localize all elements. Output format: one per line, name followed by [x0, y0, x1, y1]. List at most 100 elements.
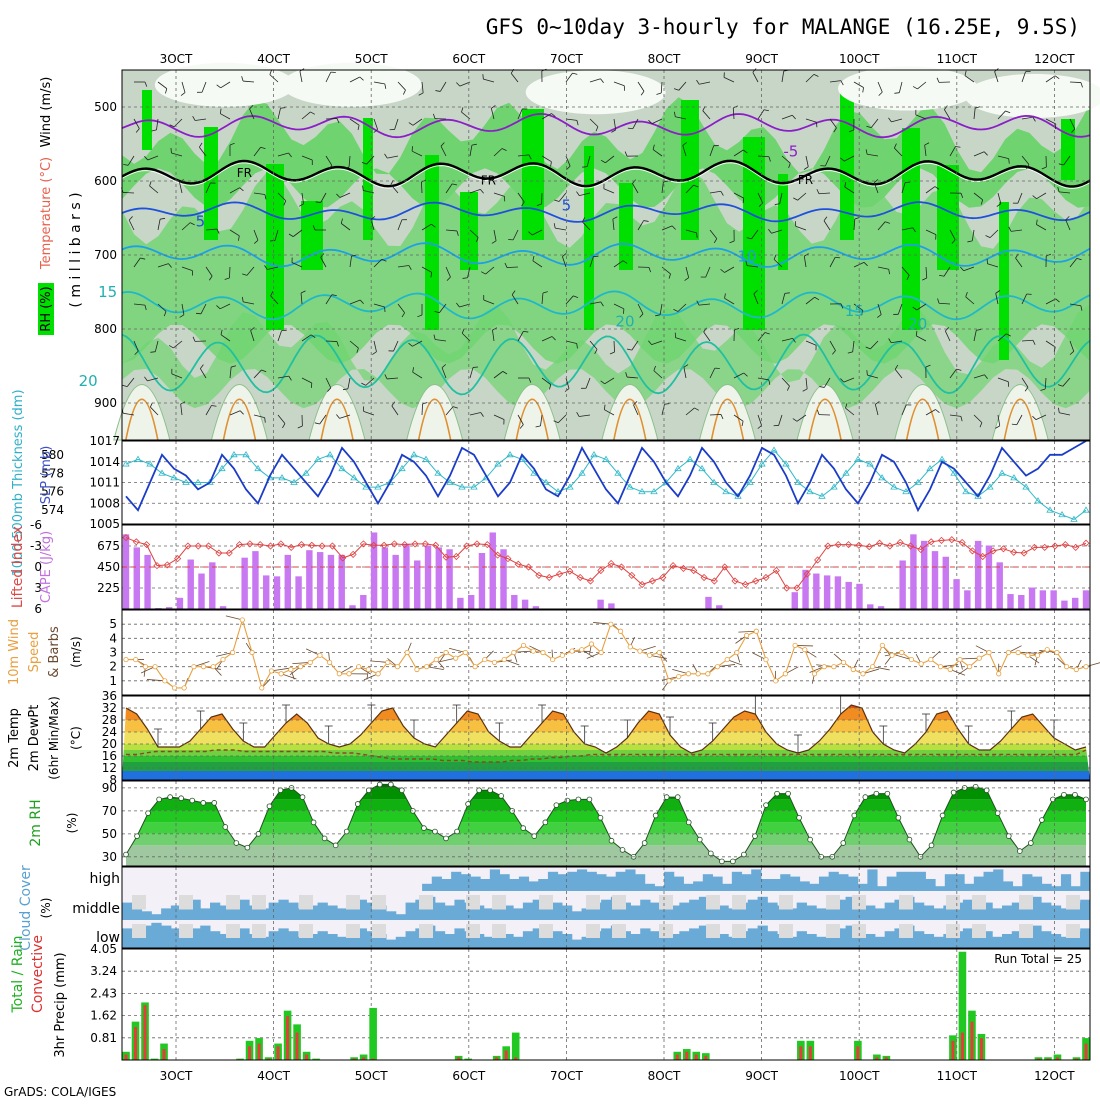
cloud-cell-high [712, 877, 722, 891]
wind-speed-marker [434, 657, 438, 661]
cloud-cell-low [318, 931, 328, 948]
cape-bar [134, 547, 140, 609]
cape-bar [975, 541, 981, 609]
cape-bar [306, 550, 312, 609]
wind-speed-marker [832, 664, 836, 668]
wind-speed-marker [870, 664, 874, 668]
wind-speed-marker [1006, 650, 1010, 654]
rh-marker [697, 837, 702, 842]
rh-marker [1006, 834, 1011, 839]
cloud-gap [132, 924, 146, 938]
rh-tick-label: 90 [102, 781, 117, 795]
cloud-cell-low [865, 934, 875, 948]
top-day-label-10OCT: 10OCT [839, 52, 880, 66]
cloud-cell-middle [679, 903, 689, 920]
rh-marker [124, 852, 129, 857]
dry-upper-patch [965, 74, 1100, 118]
cloud-cell-middle [210, 903, 220, 920]
rh-high-column [204, 127, 218, 240]
cloud-cell-high [432, 877, 442, 891]
temp-band [122, 708, 1090, 720]
cloud-cell-high [742, 874, 752, 891]
wind-speed-marker [308, 660, 312, 664]
wind-speed-marker [599, 650, 603, 654]
isotherm-label: FR [237, 166, 252, 180]
cloud-gap [779, 924, 793, 938]
rh-marker [455, 829, 460, 834]
cloud-cell-low [728, 937, 738, 948]
wind-barb-flag [483, 74, 484, 79]
cloud-cell-middle [239, 900, 249, 920]
cape-bar [824, 575, 830, 609]
cape-bar [964, 590, 970, 609]
wind-speed-marker [327, 660, 331, 664]
li-line [126, 538, 1086, 588]
wind-tick-label: 4 [109, 631, 117, 645]
cape-bar [144, 555, 150, 609]
wind-speed-marker [822, 664, 826, 668]
cape-bar [1029, 588, 1035, 609]
wind-speed-marker [453, 656, 457, 660]
cloud-cell-high [771, 879, 781, 891]
temp-tick-label: 16 [102, 749, 117, 763]
wind-speed-marker [803, 647, 807, 651]
rh-marker [433, 829, 438, 834]
wind-tick-label: 2 [109, 660, 117, 674]
cloud-cell-high [780, 874, 790, 891]
rh-marker [223, 825, 228, 830]
cloud-gap [346, 924, 360, 938]
cloud-cell-high [838, 874, 848, 891]
cloud-cell-high [635, 874, 645, 891]
cape-bar [792, 592, 798, 609]
precip-convective-bar [296, 1033, 299, 1060]
cloud-gap [706, 895, 720, 910]
wind-speed-marker [890, 653, 894, 657]
rh-marker [896, 815, 901, 820]
cloud-cell-low [259, 937, 269, 948]
wind-axis-label-2: Speed [27, 632, 42, 673]
wind-speed-marker [463, 650, 467, 654]
rh-marker [808, 837, 813, 842]
cloud-cell-high [480, 879, 490, 891]
cloud-cell-middle [963, 900, 973, 920]
cloud-gap [252, 895, 266, 910]
temp-tick-label: 28 [102, 713, 117, 727]
wind-speed-marker [900, 650, 904, 654]
wind-speed-marker [783, 672, 787, 676]
cloud-cell-low [934, 937, 944, 948]
thickness-marker [1083, 507, 1089, 512]
cloud-gap [586, 895, 600, 910]
isotherm-label: 15 [845, 302, 864, 320]
cloud-cell-low [562, 934, 572, 948]
bottom-day-label-10OCT: 10OCT [839, 1069, 880, 1083]
wind-barb-flag [1055, 124, 1056, 129]
wind-speed-marker [647, 653, 651, 657]
cloud-gap [899, 895, 913, 910]
wind-speed-marker [715, 664, 719, 668]
cloud-cell-low [1041, 931, 1051, 948]
cloud-cell-high [422, 884, 432, 891]
wind-speed-marker [357, 664, 361, 668]
wind-speed-marker [269, 669, 273, 673]
cloud-cell-high [984, 872, 994, 891]
wind-speed-marker [909, 657, 913, 661]
cloud-cell-middle [787, 908, 797, 920]
rh-marker [951, 790, 956, 795]
cape-bar [123, 534, 129, 609]
temp-band [122, 696, 1090, 708]
cloud-cell-middle [454, 900, 464, 920]
rh-marker [554, 803, 559, 808]
cloud-cell-high [500, 874, 510, 891]
cloud-cell-high [441, 879, 451, 891]
rh-marker [179, 796, 184, 801]
isotherm-label: -5 [783, 142, 798, 160]
cloud-cell-high [945, 874, 955, 891]
rh-marker [278, 788, 283, 793]
wind-speed-marker [347, 672, 351, 676]
wind-speed-line [126, 620, 1086, 688]
rh-marker [841, 841, 846, 846]
cloud-gap [899, 924, 913, 938]
